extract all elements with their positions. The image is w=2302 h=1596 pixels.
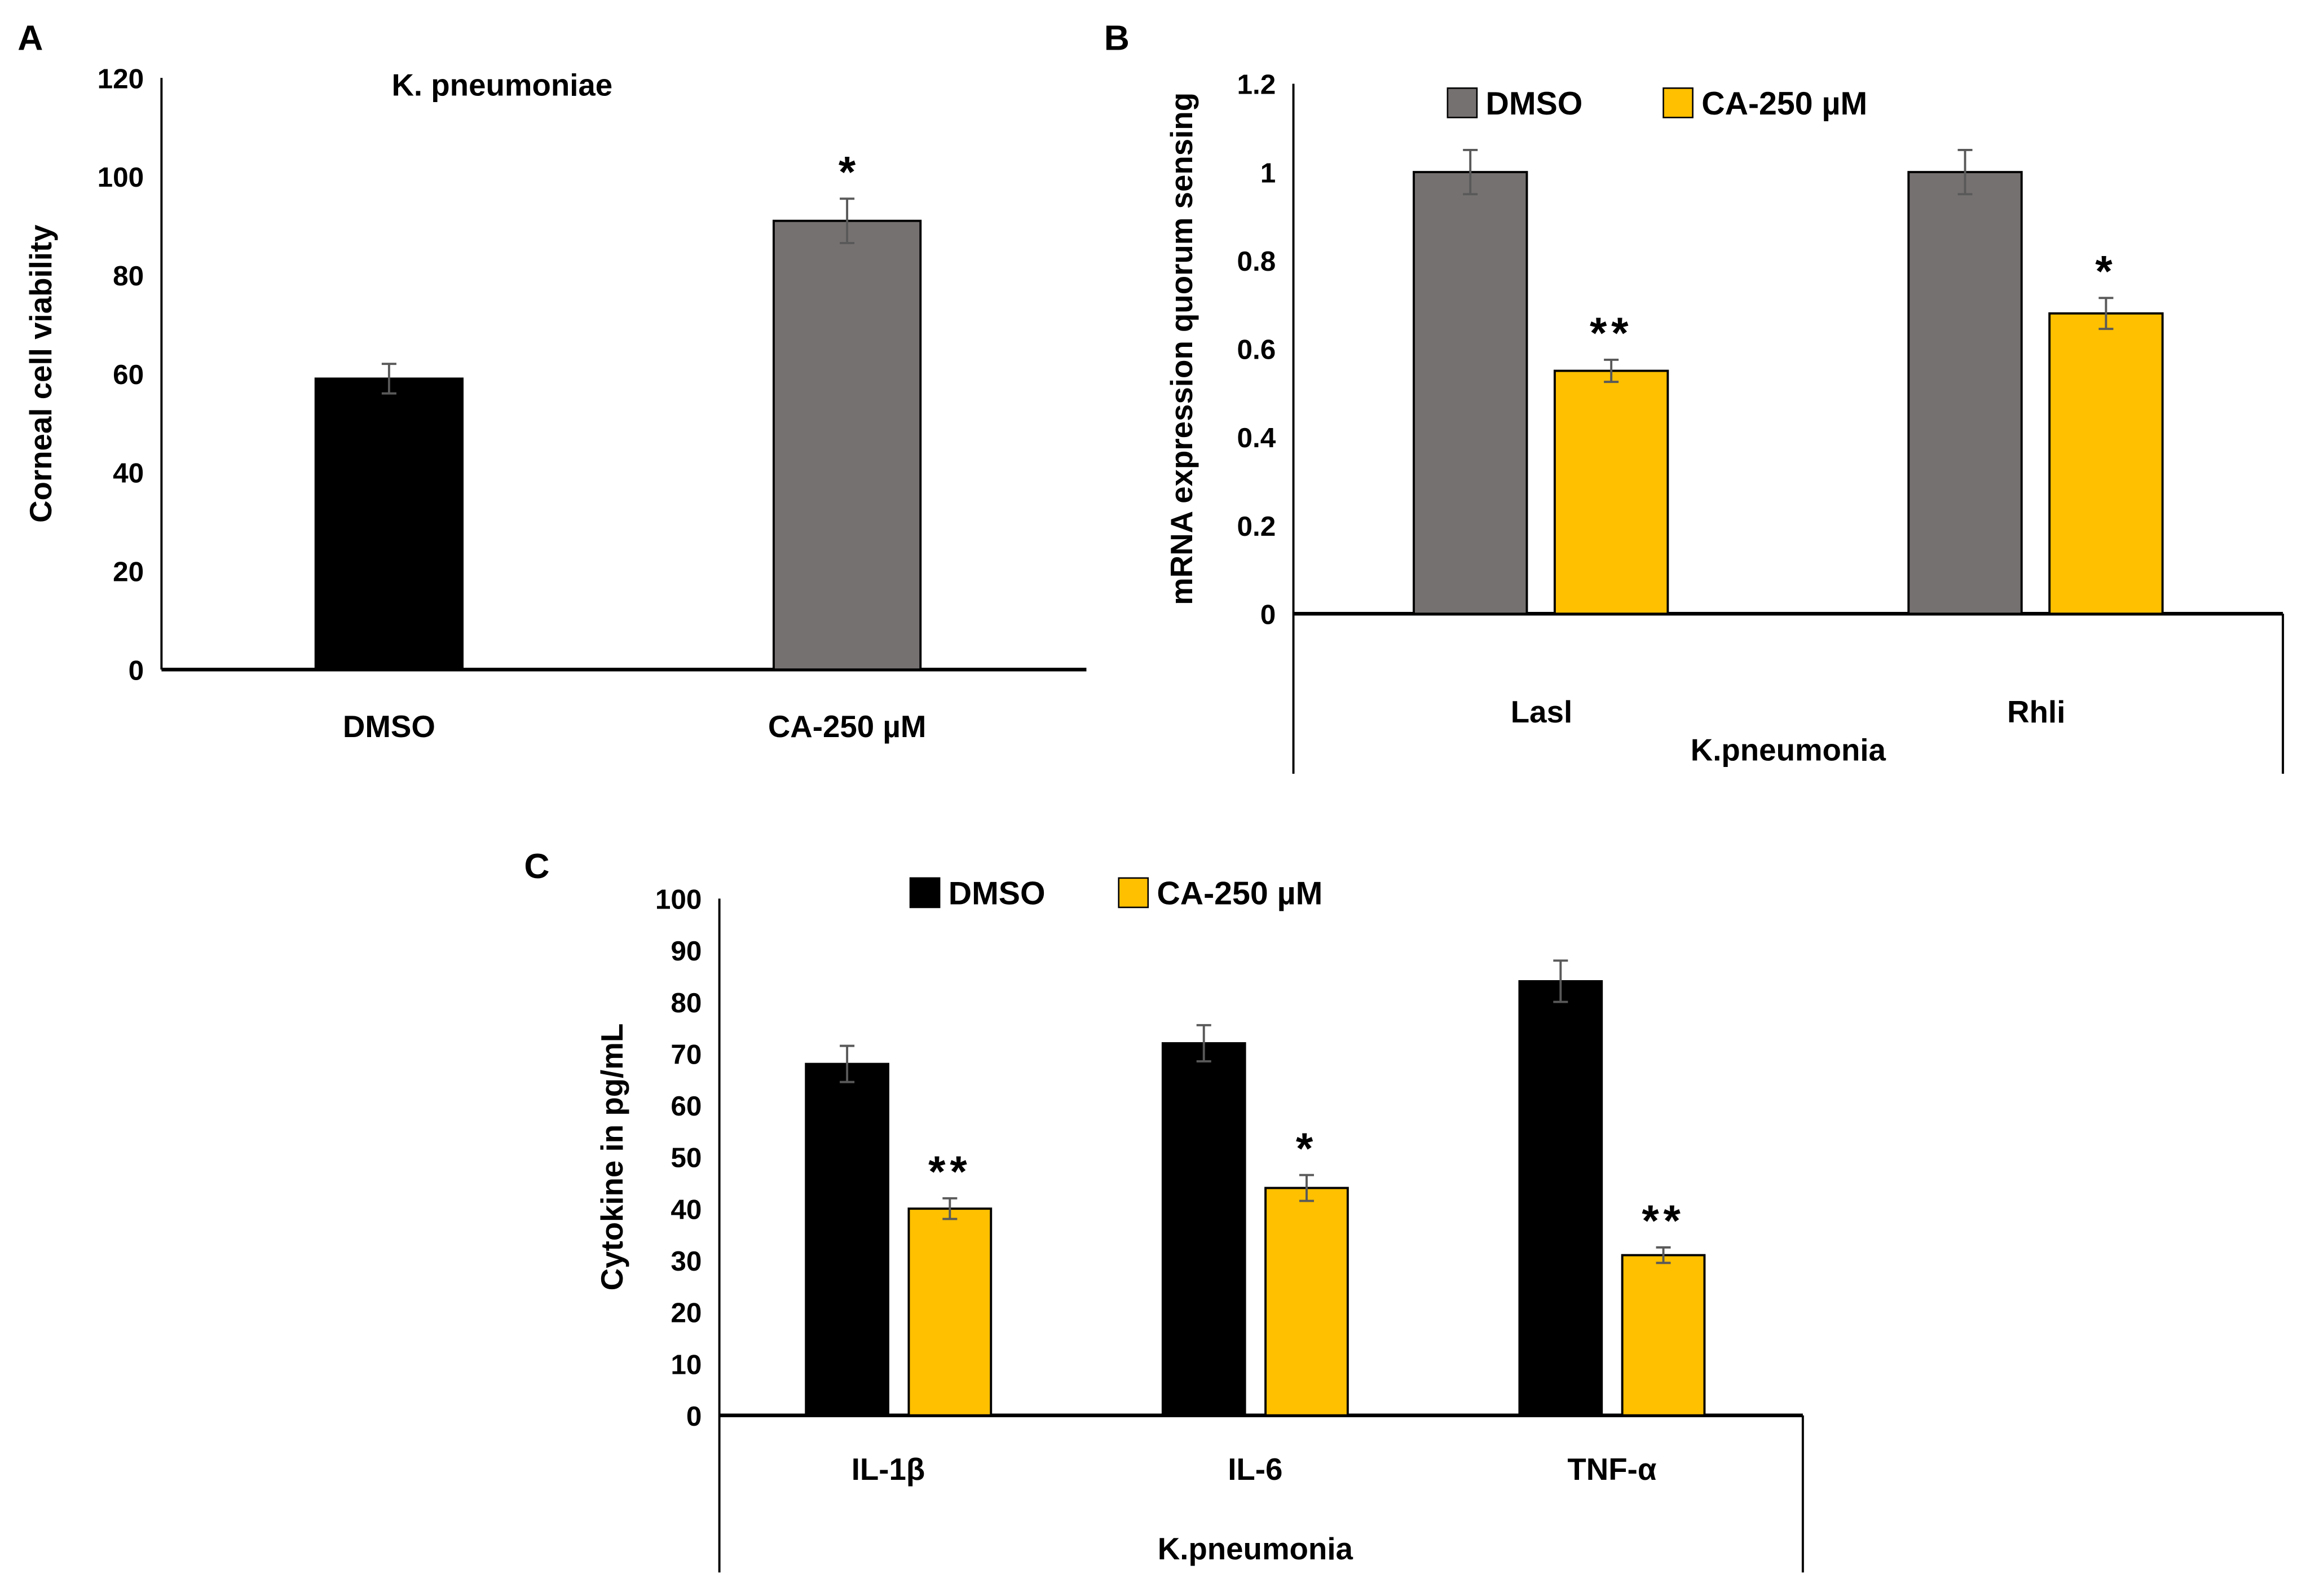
bar-DMSO-IL-6 <box>1161 1042 1246 1417</box>
y-tick-label: 100 <box>655 884 702 915</box>
y-tick-label: 80 <box>113 261 144 292</box>
y-tick-label: 40 <box>113 458 144 489</box>
significance-marker: ** <box>1642 1196 1684 1245</box>
bar-DMSO-TNF-α <box>1518 980 1603 1417</box>
y-tick-label: 90 <box>671 936 702 967</box>
bar-CA-250 µM-IL-1β <box>907 1207 993 1417</box>
y-tick-label: 0.2 <box>1237 511 1276 542</box>
bar-CA-250 µM-Rhli <box>2048 312 2164 615</box>
x-tick-label: TNF-α <box>1567 1452 1656 1487</box>
y-axis-title: mRNA expression quorum sensing <box>1165 92 1199 605</box>
y-tick-label: 40 <box>671 1194 702 1225</box>
bar-DMSO-Lasl <box>1413 171 1528 615</box>
y-tick-label: 30 <box>671 1246 702 1277</box>
y-tick-label: 0 <box>129 655 144 686</box>
x-tick-label: IL-6 <box>1228 1452 1282 1487</box>
bar-CA-250 µM-IL-6 <box>1264 1187 1349 1417</box>
y-tick-label: 100 <box>98 162 144 193</box>
bar-CA-250 µM-Lasl <box>1553 369 1669 615</box>
bar-DMSO-Rhli <box>1907 171 2023 615</box>
significance-marker: * <box>839 147 856 196</box>
x-tick-label: CA-250 µM <box>768 709 927 744</box>
y-tick-label: 10 <box>671 1349 702 1380</box>
bar-CA-250 µM-TNF-α <box>1621 1254 1706 1417</box>
y-tick-label: 0.8 <box>1237 246 1276 277</box>
legend-swatch-CA-250 µM <box>1118 877 1149 909</box>
y-tick-label: 70 <box>671 1039 702 1070</box>
legend-swatch-DMSO <box>909 877 941 909</box>
y-tick-label: 0 <box>1260 599 1276 631</box>
y-tick-label: 60 <box>113 359 144 390</box>
y-tick-label: 0.4 <box>1237 422 1276 453</box>
x-tick-label: DMSO <box>343 709 435 744</box>
y-tick-label: 50 <box>671 1143 702 1174</box>
legend-swatch-CA-250 µM <box>1662 87 1694 118</box>
x-tick-label: IL-1β <box>852 1452 925 1487</box>
legend-label: CA-250 µM <box>1701 86 1867 122</box>
legend-label: CA-250 µM <box>1157 876 1322 912</box>
x-tick-label: Rhli <box>2007 695 2065 729</box>
y-tick-label: 120 <box>98 63 144 94</box>
y-tick-label: 1.2 <box>1237 69 1276 100</box>
chart-title: K. pneumoniae <box>391 68 612 102</box>
y-axis-title: Cytokine in pg/mL <box>595 1024 629 1291</box>
panel-label: C <box>524 847 549 886</box>
significance-marker: ** <box>928 1147 971 1196</box>
y-axis-title: Corneal cell viability <box>24 224 58 523</box>
y-tick-label: 80 <box>671 987 702 1019</box>
significance-marker: ** <box>1590 308 1633 358</box>
legend-swatch-DMSO <box>1447 87 1478 118</box>
y-tick-label: 20 <box>113 557 144 588</box>
panel-label: B <box>1104 19 1130 58</box>
bar-DMSO-IL-1β <box>805 1062 889 1417</box>
y-tick-label: 0 <box>686 1401 702 1432</box>
significance-marker: * <box>2095 246 2116 296</box>
y-tick-label: 20 <box>671 1298 702 1329</box>
legend-label: DMSO <box>1486 86 1583 122</box>
legend-label: DMSO <box>949 876 1046 912</box>
y-tick-label: 0.6 <box>1237 334 1276 365</box>
y-tick-label: 60 <box>671 1091 702 1122</box>
x-axis-title: K.pneumonia <box>1691 733 1886 768</box>
panel-label: A <box>17 19 43 58</box>
significance-marker: * <box>1296 1123 1317 1173</box>
y-tick-label: 1 <box>1260 157 1276 188</box>
bar-CA-250 µM <box>772 219 922 671</box>
x-tick-label: Lasl <box>1511 695 1572 729</box>
bar-DMSO <box>314 377 464 671</box>
x-axis-title: K.pneumonia <box>1158 1532 1353 1566</box>
